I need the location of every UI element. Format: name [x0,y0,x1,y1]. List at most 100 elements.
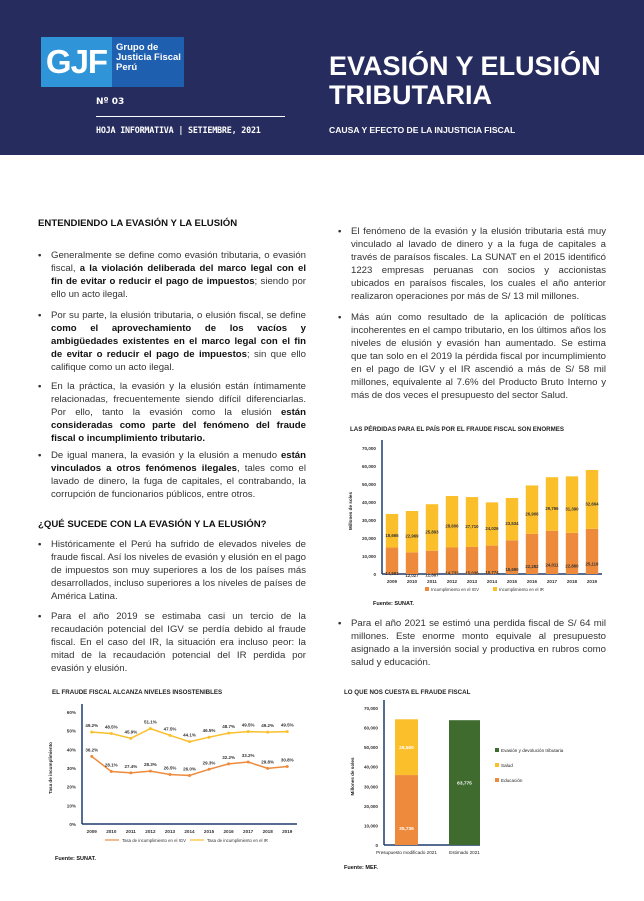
data-label: 28,606 [445,524,459,529]
chart-cost: 0 10,000 20,000 30,000 40,000 50,000 60,000 70,… [350,700,564,855]
x-tick-label: 2018 [263,829,274,834]
y-tick-label: 50,000 [362,482,376,487]
text-segment: ; siendo por ello un acto ilegal. [51,276,306,300]
bar-igv [545,530,559,574]
y-tick-label: 20,000 [364,804,378,809]
bar-segment [449,720,480,845]
data-label: 14,693 [385,571,399,576]
y-axis-label: Tasa de incumplimiento [48,742,53,794]
bar-ir [585,469,599,529]
bar-segment [395,719,418,776]
data-label: 14,732 [445,571,459,576]
data-point [207,767,211,771]
data-label: 23,534 [505,521,519,526]
data-label: 33.2% [242,753,255,758]
issue-number: Nº 03 [96,97,125,107]
header-banner: GJF Grupo de Justicia Fiscal Perú Nº 03 … [0,0,644,155]
data-label: 15,036 [465,570,479,575]
bar-igv [445,547,459,574]
gjf-logo: GJF Grupo de Justicia Fiscal Perú [41,37,184,87]
bullet-paragraph: El fenómeno de la evasión y la elusión t… [338,225,606,303]
x-tick-label: 2015 [507,579,518,584]
bar-igv [385,547,399,574]
bar-igv [585,528,599,574]
data-label: 18,665 [385,533,399,538]
x-tick-label: Estimado 2021 [449,850,480,855]
data-label: 29,766 [545,506,559,511]
bullet-paragraph: En la práctica, la evasión y la elusión … [38,380,306,445]
text-segment: ; sin que ello califique como un acto il… [51,349,306,373]
y-tick-label: 60,000 [362,464,376,469]
data-point [266,766,270,770]
bar-igv [525,533,539,574]
x-tick-label: 2011 [126,829,136,834]
x-tick-label: 2010 [407,579,418,584]
data-point [109,770,113,774]
data-point [168,773,172,777]
data-point [246,730,250,734]
x-tick-label: 2014 [184,829,195,834]
y-tick-label: 30,000 [362,518,376,523]
section-heading-what-happens: ¿QUÉ SUCEDE CON LA EVASIÓN Y LA ELUSIÓN? [38,519,267,530]
y-tick-label: 60% [67,710,76,715]
data-label: 24,011 [546,562,560,567]
text-segment: Más aún como resultado de la aplicación … [351,312,606,401]
bar-igv [485,545,499,574]
chart-source: Fuente: SUNAT. [373,601,414,607]
bullet-paragraph: Históricamente el Perú ha sufrido de ele… [38,538,306,603]
y-tick-label: 40,000 [364,765,378,770]
data-label: 49.5% [281,723,294,728]
bar-ir [405,511,419,553]
x-tick-label: 2009 [387,579,398,584]
bullet-paragraph: Más aún como resultado de la aplicación … [338,311,606,402]
data-label: 49.2% [85,723,98,728]
y-tick-label: 30% [67,766,76,771]
page-subtitle: CAUSA Y EFECTO DE LA INJUSTICIA FISCAL [329,125,516,135]
bar-igv [465,546,479,574]
data-point [109,731,113,735]
legend-label: Incumplimiento en el IGV [431,587,479,592]
x-tick-label: 2014 [487,579,498,584]
data-label: 29.8% [261,759,274,764]
data-point [207,735,211,739]
data-label: 12,887 [425,572,439,577]
x-tick-label: 2009 [87,829,98,834]
bar-ir [465,497,479,547]
data-label: 22,860 [565,563,579,568]
data-label: 22,282 [525,564,539,569]
bullet-paragraph: Para el año 2021 se estimó una perdida f… [338,617,606,669]
y-axis-label: Millones de soles [350,757,355,795]
logo-initials: GJF [41,37,112,87]
emphasized-text: como el aprovechamiento de los vacíos y … [51,323,306,360]
data-point [285,730,289,734]
y-tick-label: 0 [375,843,378,848]
chart-source: Fuente: MEF. [344,865,378,871]
bullet-paragraph: Generalmente se define como evasión trib… [38,249,306,301]
legend-label: Tasa de incumplimiento en el IGV [122,838,186,843]
data-point [285,765,289,769]
emphasized-text: están vinculados a otros fenómenos ilega… [51,450,306,474]
bullet-paragraph: De igual manera, la evasión y la elusión… [38,449,306,501]
bar-igv [565,532,579,574]
legend-label: Tasa de incumplimiento en el IR [207,838,268,843]
chart-title-losses: LAS PÉRDIDAS PARA EL PAÍS POR EL FRAUDE … [350,426,565,433]
bar-igv [405,552,419,574]
data-label: 48.7% [222,724,235,729]
y-tick-label: 70,000 [364,706,378,711]
data-label: 49.5% [242,723,255,728]
y-tick-label: 50% [67,729,76,734]
y-tick-label: 40% [67,747,76,752]
data-point [129,771,133,775]
bar-ir [445,495,459,548]
text-segment: En la práctica, la evasión y la elusión … [51,381,306,418]
data-label: 25,893 [425,529,439,534]
text-segment: Por su parte, la elusión tributaria, o e… [51,310,306,321]
data-point [148,727,152,731]
data-label: 22,969 [405,534,419,539]
bar-igv [505,540,519,574]
y-tick-label: 10% [67,803,76,808]
y-tick-label: 60,000 [364,726,378,731]
legend-swatch [425,587,429,591]
y-tick-label: 70,000 [362,446,376,451]
x-tick-label: 2013 [165,829,176,834]
